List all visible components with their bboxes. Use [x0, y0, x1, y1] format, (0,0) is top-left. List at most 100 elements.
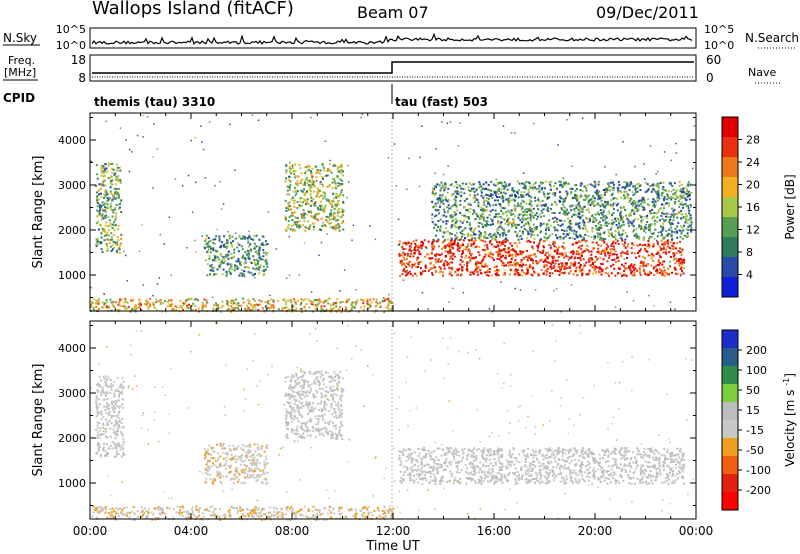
- scatter-cell: [126, 280, 129, 282]
- scatter-cell: [92, 306, 95, 309]
- scatter-cell: [568, 225, 571, 228]
- scatter-cell: [642, 198, 645, 201]
- scatter-cell: [195, 251, 197, 253]
- scatter-cell: [119, 445, 122, 448]
- scatter-cell: [613, 208, 615, 211]
- scatter-cell: [464, 227, 467, 230]
- scatter-cell: [215, 302, 217, 305]
- scatter-cell: [261, 242, 264, 245]
- scatter-cell: [472, 183, 475, 186]
- scatter-cell: [636, 204, 639, 207]
- scatter-cell: [579, 207, 582, 210]
- scatter-cell: [163, 243, 165, 245]
- scatter-cell: [598, 268, 601, 271]
- scatter-cell: [662, 191, 665, 194]
- scatter-cell: [319, 208, 322, 211]
- scatter-cell: [149, 305, 152, 308]
- scatter-cell: [449, 216, 452, 219]
- scatter-cell: [590, 250, 593, 253]
- scatter-cell: [118, 245, 121, 248]
- scatter-cell: [664, 273, 667, 275]
- scatter-cell: [452, 247, 455, 250]
- scatter-cell: [239, 272, 242, 275]
- scatter-cell: [533, 122, 535, 125]
- scatter-cell: [638, 238, 641, 240]
- scatter-cell: [456, 249, 459, 252]
- scatter-cell: [446, 250, 449, 253]
- scatter-cell: [96, 177, 99, 180]
- scatter-cell: [577, 250, 580, 253]
- scatter-cell: [658, 268, 661, 271]
- scatter-cell: [313, 204, 316, 207]
- scatter-cell: [237, 257, 240, 260]
- scatter-cell: [469, 203, 472, 206]
- scatter-cell: [100, 393, 103, 396]
- scatter-cell: [110, 183, 113, 186]
- scatter-cell: [490, 195, 492, 197]
- scatter-cell: [111, 167, 114, 170]
- scatter-cell: [632, 219, 635, 222]
- scatter-cell: [230, 253, 233, 255]
- scatter-cell: [632, 205, 635, 208]
- scatter-cell: [561, 184, 564, 187]
- scatter-cell: [523, 186, 526, 189]
- scatter-cell: [98, 375, 101, 378]
- scatter-cell: [494, 192, 497, 194]
- scatter-cell: [501, 197, 504, 200]
- scatter-cell: [638, 267, 641, 270]
- scatter-cell: [591, 272, 594, 275]
- scatter-cell: [487, 223, 490, 226]
- scatter-cell: [687, 229, 690, 231]
- scatter-cell: [468, 256, 471, 259]
- scatter-cell: [685, 198, 688, 201]
- scatter-cell: [537, 274, 540, 277]
- scatter-cell: [632, 265, 635, 268]
- scatter-cell: [139, 302, 142, 305]
- scatter-cell: [588, 211, 591, 214]
- station-title: Wallops Island (fitACF): [92, 0, 294, 19]
- scatter-cell: [677, 260, 680, 263]
- nsky-frame: [89, 27, 697, 49]
- scatter-cell: [117, 194, 120, 197]
- scatter-cell: [121, 305, 124, 308]
- scatter-cell: [111, 194, 114, 197]
- scatter-cell: [514, 193, 516, 196]
- scatter-cell: [682, 258, 685, 261]
- scatter-cell: [597, 244, 600, 247]
- scatter-cell: [211, 267, 214, 270]
- scatter-cell: [110, 236, 113, 238]
- scatter-cell: [617, 191, 619, 194]
- scatter-cell: [640, 216, 643, 219]
- scatter-cell: [563, 210, 566, 213]
- scatter-cell: [684, 197, 687, 200]
- scatter-cell: [158, 277, 161, 279]
- scatter-cell: [258, 256, 261, 259]
- scatter-cell: [252, 238, 255, 241]
- scatter-cell: [103, 167, 105, 169]
- scatter-cell: [584, 195, 587, 198]
- scatter-cell: [522, 251, 524, 254]
- scatter-cell: [231, 245, 234, 248]
- scatter-cell: [612, 189, 615, 192]
- scatter-cell: [543, 215, 546, 217]
- scatter-cell: [574, 261, 577, 264]
- scatter-cell: [109, 298, 112, 301]
- scatter-cell: [304, 309, 307, 312]
- scatter-cell: [437, 253, 440, 256]
- scatter-cell: [664, 189, 667, 192]
- scatter-cell: [326, 233, 329, 235]
- scatter-cell: [546, 209, 549, 211]
- scatter-cell: [587, 273, 590, 276]
- scatter-cell: [114, 445, 117, 448]
- scatter-cell: [495, 272, 498, 275]
- scatter-cell: [596, 259, 598, 261]
- scatter-cell: [575, 253, 578, 256]
- scatter-cell: [409, 248, 411, 251]
- scatter-cell: [109, 208, 112, 211]
- scatter-cell: [582, 220, 585, 222]
- scatter-cell: [649, 210, 652, 213]
- scatter-cell: [657, 196, 660, 199]
- scatter-cell: [559, 236, 562, 238]
- scatter-cell: [415, 244, 418, 247]
- scatter-cell: [625, 181, 628, 184]
